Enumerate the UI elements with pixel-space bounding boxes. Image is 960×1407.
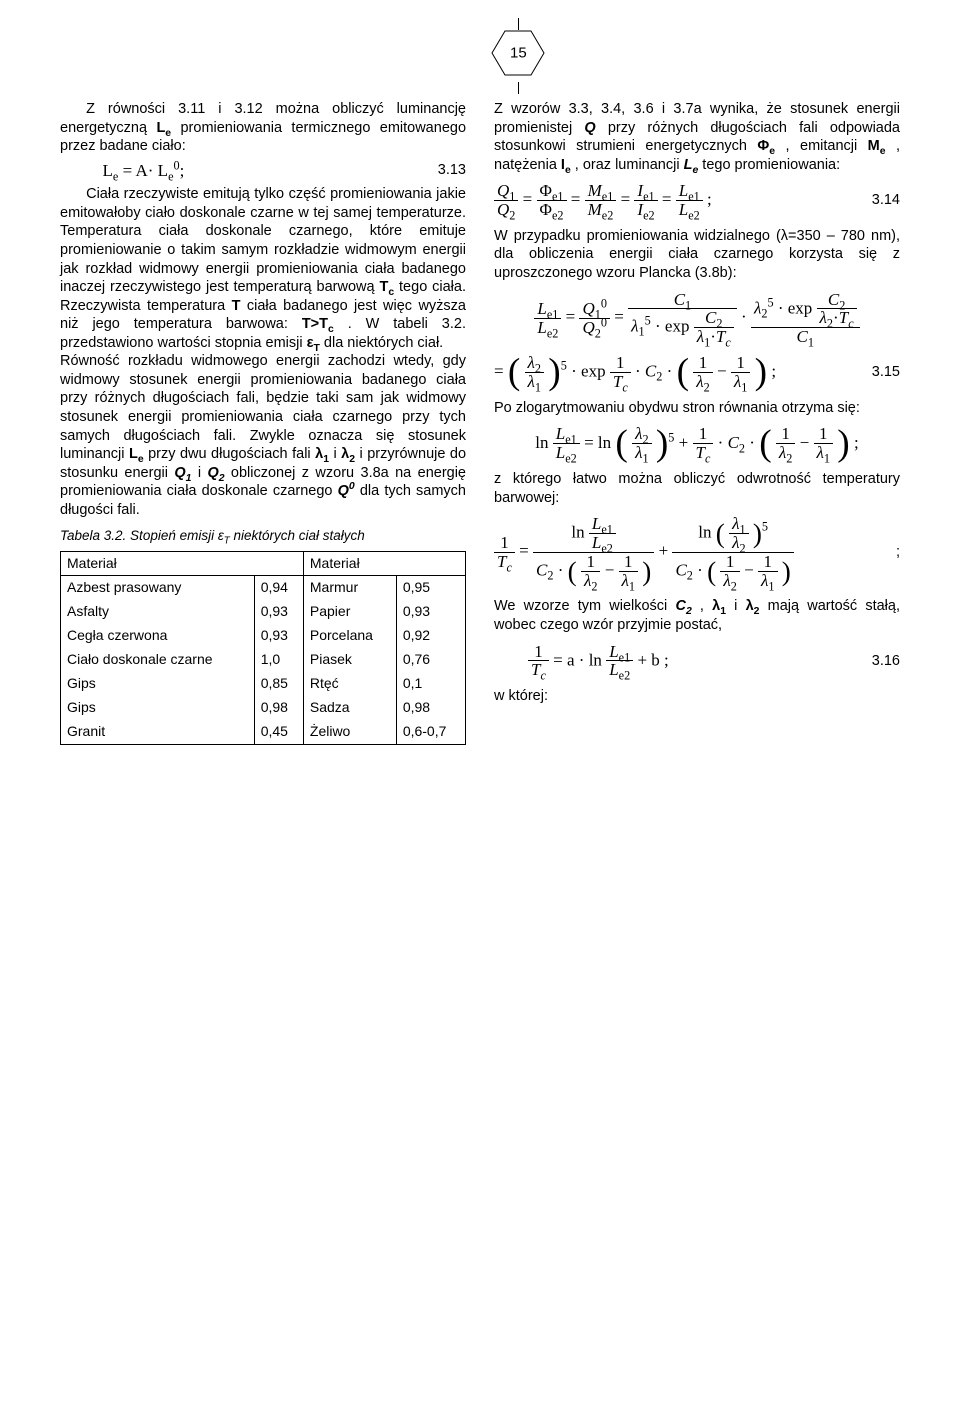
table-row: Asfalty 0,93 Papier 0,93 <box>61 600 466 624</box>
equation-3-15: = ( λ2λ1 )5 · exp 1Tc · C2 · ( 1λ2 − 1λ1… <box>494 354 900 391</box>
equation-block: Le1Le2 = Q10Q20 = C1 λ15 · exp C2λ1·Tc ·… <box>494 291 900 347</box>
table-cell: Ciało doskonale czarne <box>61 648 255 672</box>
table-header: Materiał <box>61 551 304 576</box>
table-row: Ciało doskonale czarne 1,0 Piasek 0,76 <box>61 648 466 672</box>
table-cell: Azbest prasowany <box>61 576 255 600</box>
table-row: Cegła czerwona 0,93 Porcelana 0,92 <box>61 624 466 648</box>
table-cell: 0,85 <box>254 672 303 696</box>
equation-3-13: Le = A· Le0; 3.13 <box>60 160 466 182</box>
table-cell: Papier <box>303 600 396 624</box>
table-header: Materiał <box>303 551 465 576</box>
table-cell: 0,76 <box>396 648 465 672</box>
table-cell: Rtęć <box>303 672 396 696</box>
table-cell: Żeliwo <box>303 720 396 744</box>
text-fragment: przy dwu długościach fali <box>148 446 315 462</box>
text-block: Z równości 3.11 i 3.12 można obliczyć lu… <box>60 100 466 156</box>
text-fragment: , oraz luminancji <box>575 157 684 173</box>
table-cell: Marmur <box>303 576 396 600</box>
equation-3-16: 1Tc = a · ln Le1Le2 + b ; 3.16 <box>494 643 900 680</box>
text-block: Ciała rzeczywiste emitują tylko część pr… <box>60 185 466 352</box>
text-block: We wzorze tym wielkości C2 , λ1 i λ2 maj… <box>494 597 900 634</box>
text-block: z którego łatwo można obliczyć odwrotnoś… <box>494 470 900 507</box>
text-block: Po zlogarytmowaniu obydwu stron równania… <box>494 399 900 418</box>
table-cell: Gips <box>61 672 255 696</box>
text-fragment: We wzorze tym wielkości <box>494 598 675 614</box>
table-cell: 0,45 <box>254 720 303 744</box>
text-block: Równość rozkładu widmowego energii zacho… <box>60 352 466 519</box>
page-number-badge: 15 <box>491 18 545 94</box>
table-cell: Porcelana <box>303 624 396 648</box>
table-cell: 0,94 <box>254 576 303 600</box>
table-row: Gips 0,98 Sadza 0,98 <box>61 696 466 720</box>
table-cell: 0,92 <box>396 624 465 648</box>
text-fragment: , emitancji <box>786 138 868 154</box>
table-cell: Granit <box>61 720 255 744</box>
table-cell: Sadza <box>303 696 396 720</box>
table-cell: Cegła czerwona <box>61 624 255 648</box>
equation-number: 3.13 <box>432 161 466 180</box>
table-cell: 0,6-0,7 <box>396 720 465 744</box>
table-cell: Piasek <box>303 648 396 672</box>
table-cell: 0,98 <box>396 696 465 720</box>
text-block: W przypadku promieniowania widzialnego (… <box>494 227 900 283</box>
text-block: w której: <box>494 687 900 706</box>
table-row: Gips 0,85 Rtęć 0,1 <box>61 672 466 696</box>
left-column: Z równości 3.11 i 3.12 można obliczyć lu… <box>60 100 466 745</box>
table-cell: 0,98 <box>254 696 303 720</box>
table-cell: 1,0 <box>254 648 303 672</box>
table-cell: 0,93 <box>254 624 303 648</box>
text-fragment: dla niektórych ciał. <box>324 335 443 351</box>
equation-number: 3.16 <box>866 652 900 671</box>
equation-block: 1Tc = ln Le1Le2 C2 · ( 1λ2 − 1λ1 ) <box>494 515 900 589</box>
right-column: Z wzorów 3.3, 3.4, 3.6 i 3.7a wynika, że… <box>494 100 900 745</box>
text-fragment: tego promieniowania: <box>702 157 840 173</box>
table-cell: Gips <box>61 696 255 720</box>
table-row: Azbest prasowany 0,94 Marmur 0,95 <box>61 576 466 600</box>
text-block: Z wzorów 3.3, 3.4, 3.6 i 3.7a wynika, że… <box>494 100 900 174</box>
table-cell: Asfalty <box>61 600 255 624</box>
page-number: 15 <box>510 43 527 62</box>
table-cell: 0,95 <box>396 576 465 600</box>
equation-number: 3.15 <box>866 363 900 382</box>
equation-number: 3.14 <box>866 191 900 210</box>
table-row: Granit 0,45 Żeliwo 0,6-0,7 <box>61 720 466 744</box>
table-caption: Tabela 3.2. Stopień emisji εT niektórych… <box>60 527 466 544</box>
emissivity-table: Materiał Materiał Azbest prasowany 0,94 … <box>60 551 466 745</box>
equation-block: ln Le1Le2 = ln ( λ2λ1 )5 + 1Tc · C2 · ( … <box>494 425 900 462</box>
table-cell: 0,93 <box>396 600 465 624</box>
equation-3-14: Q1Q2 = Φe1Φe2 = Me1Me2 = Ie1Ie2 = Le1Le2… <box>494 182 900 219</box>
table-cell: 0,1 <box>396 672 465 696</box>
table-cell: 0,93 <box>254 600 303 624</box>
